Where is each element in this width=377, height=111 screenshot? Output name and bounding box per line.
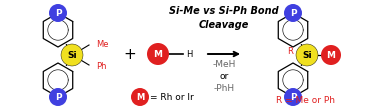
Text: Si-Me vs Si-Ph Bond: Si-Me vs Si-Ph Bond: [169, 6, 279, 16]
Circle shape: [49, 88, 67, 106]
Text: Cleavage: Cleavage: [199, 20, 249, 30]
Circle shape: [49, 4, 67, 22]
Text: or: or: [219, 71, 228, 80]
Text: R: R: [287, 47, 293, 56]
Text: Me: Me: [96, 40, 109, 49]
Text: P: P: [55, 9, 61, 18]
Text: +: +: [124, 47, 136, 61]
Text: Si: Si: [302, 51, 312, 59]
Circle shape: [284, 88, 302, 106]
Text: R = Me or Ph: R = Me or Ph: [276, 95, 334, 104]
Circle shape: [61, 44, 83, 66]
Circle shape: [131, 88, 149, 106]
Text: M: M: [326, 51, 336, 59]
Text: P: P: [290, 92, 296, 101]
Circle shape: [321, 45, 341, 65]
Circle shape: [147, 43, 169, 65]
Text: M: M: [153, 50, 162, 58]
Text: M: M: [136, 92, 144, 101]
Circle shape: [284, 4, 302, 22]
Text: H: H: [186, 50, 192, 58]
Circle shape: [296, 44, 318, 66]
Text: -PhH: -PhH: [213, 83, 234, 92]
Text: P: P: [55, 92, 61, 101]
Text: -MeH: -MeH: [212, 59, 236, 68]
Text: Ph: Ph: [96, 61, 106, 70]
Text: Si: Si: [67, 51, 77, 59]
Text: = Rh or Ir: = Rh or Ir: [150, 92, 194, 101]
Text: P: P: [290, 9, 296, 18]
